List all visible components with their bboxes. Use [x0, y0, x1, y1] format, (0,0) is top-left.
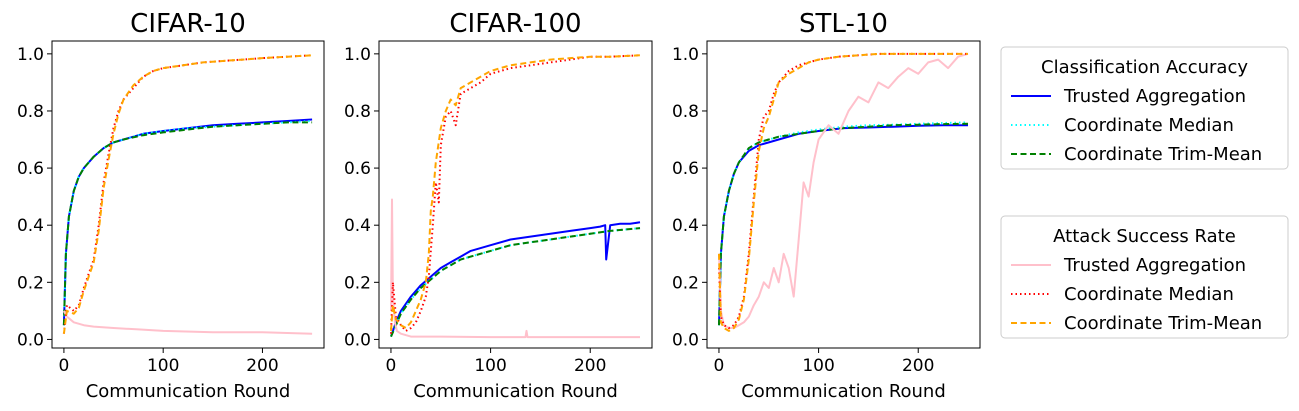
x-tick-label: 100 [474, 356, 506, 376]
y-tick-label: 0.8 [672, 102, 699, 122]
y-tick-label: 0.6 [344, 159, 371, 179]
legend-1: Classification Accuracy Trusted Aggregati… [1000, 46, 1289, 170]
x-tick-label: 200 [574, 356, 606, 376]
plot-area [718, 52, 969, 332]
chart-panel-1: CIFAR-10 0.0 0.2 0.4 0.6 0.8 1.0 0 100 200 Communi… [17, 9, 325, 402]
chart-title: CIFAR-100 [449, 9, 581, 39]
x-axis-label: Communication Round [86, 381, 291, 402]
series-line-ca-coordinate-trim-mean [390, 227, 641, 337]
series-line-asr-trusted-aggregation [63, 310, 313, 335]
x-tick-label: 100 [147, 356, 179, 376]
series-line-ca-coordinate-trim-mean [62, 121, 313, 326]
y-tick-label: 0.0 [17, 330, 44, 350]
chart-panel-3: STL-10 0.0 0.2 0.4 0.6 0.8 1.0 0 100 200 Communica… [672, 9, 981, 402]
x-tick-label: 0 [386, 356, 397, 376]
x-tick-label: 100 [802, 356, 834, 376]
axes-frame [706, 40, 981, 349]
axes-frame [51, 40, 325, 349]
x-tick-label: 200 [902, 356, 934, 376]
series-line-asr-coordinate-median [718, 52, 968, 329]
legend-label: Trusted Aggregation [1063, 255, 1246, 276]
chart-title: STL-10 [799, 9, 888, 39]
series-line-asr-coordinate-trim-mean [62, 54, 313, 334]
x-axis-label: Communication Round [413, 381, 618, 402]
y-tick-label: 0.8 [344, 102, 371, 122]
legend-label: Coordinate Trim-Mean [1064, 313, 1262, 334]
series-line-ca-trusted-aggregation [718, 124, 968, 326]
legend-box [1000, 215, 1289, 339]
axes-frame [378, 40, 653, 349]
series-line-asr-coordinate-median [62, 54, 313, 334]
y-tick-label: 0.4 [672, 216, 699, 236]
chart-panel-2: CIFAR-100 0.0 0.2 0.4 0.6 0.8 1.0 0 100 200 Commun… [344, 9, 653, 402]
legend-label: Coordinate Trim-Mean [1064, 144, 1262, 165]
y-tick-label: 0.8 [17, 102, 44, 122]
plot-area [62, 54, 313, 335]
series-line-ca-trusted-aggregation [390, 221, 641, 337]
y-tick-label: 0.2 [672, 273, 699, 293]
x-tick-label: 200 [246, 356, 278, 376]
y-tick-label: 0.4 [17, 216, 44, 236]
y-tick-label: 0.2 [344, 273, 371, 293]
legend-label: Coordinate Median [1064, 284, 1234, 305]
x-axis-label: Communication Round [741, 381, 946, 402]
y-tick-label: 1.0 [344, 45, 371, 65]
y-tick-label: 1.0 [17, 45, 44, 65]
legend-title: Classification Accuracy [1041, 57, 1248, 78]
y-tick-label: 0.6 [17, 159, 44, 179]
legend-2: Attack Success Rate Trusted Aggregation Co… [1000, 215, 1289, 339]
y-tick-label: 0.6 [672, 159, 699, 179]
chart-title: CIFAR-10 [130, 9, 246, 39]
series-line-asr-coordinate-median [390, 54, 641, 334]
y-tick-label: 0.0 [344, 330, 371, 350]
legend-label: Coordinate Median [1064, 115, 1234, 136]
series-line-asr-trusted-aggregation [718, 52, 969, 329]
x-tick-label: 0 [58, 356, 69, 376]
x-tick-label: 0 [714, 356, 725, 376]
plot-area [390, 54, 641, 339]
y-tick-label: 0.0 [672, 330, 699, 350]
y-tick-label: 0.4 [344, 216, 371, 236]
series-line-asr-coordinate-trim-mean [390, 54, 641, 331]
series-line-ca-coordinate-trim-mean [718, 122, 969, 326]
series-line-ca-coordinate-median [62, 120, 313, 326]
series-line-ca-coordinate-median [718, 121, 969, 326]
legend-label: Trusted Aggregation [1063, 86, 1246, 107]
y-tick-label: 0.2 [17, 273, 44, 293]
y-tick-label: 1.0 [672, 45, 699, 65]
series-line-asr-trusted-aggregation [390, 198, 640, 339]
legend-title: Attack Success Rate [1053, 226, 1236, 247]
series-line-asr-coordinate-trim-mean [718, 52, 968, 332]
legend-box [1000, 46, 1289, 170]
